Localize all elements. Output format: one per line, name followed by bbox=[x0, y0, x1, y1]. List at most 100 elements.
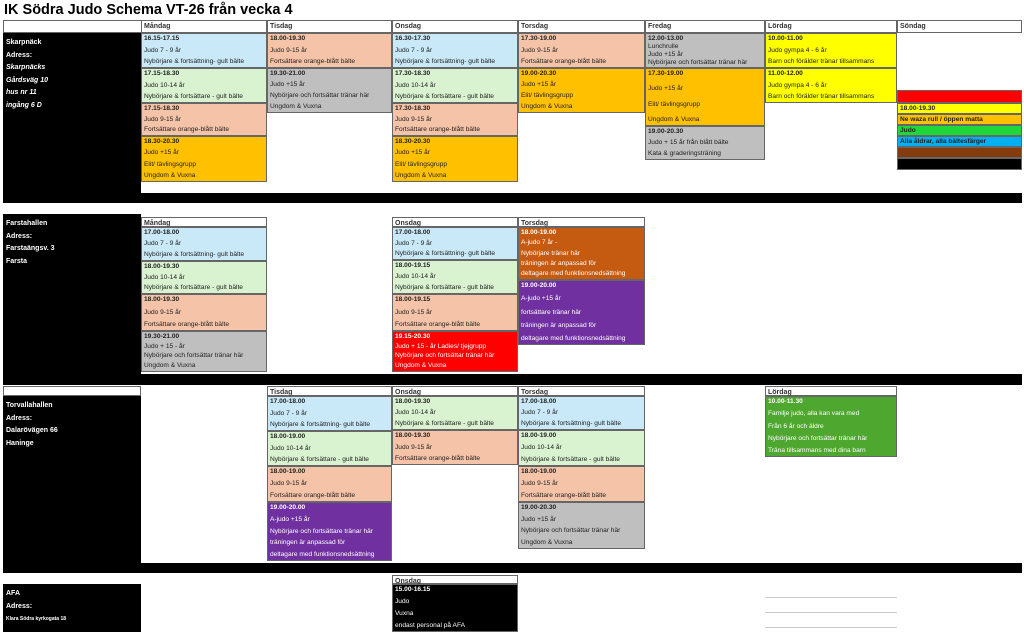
session-time: 18.00-19.15 bbox=[395, 262, 431, 269]
session-detail: Nybörjare och fortsättare tränar här bbox=[270, 527, 373, 535]
session-detail: Nybörjare & fortsättning- gult bälte bbox=[144, 58, 245, 65]
address-line: Klara Södra kyrkogata 18 bbox=[6, 616, 67, 622]
session-block[interactable]: Ne waza rull / öppen matta bbox=[897, 114, 1022, 125]
session-time: 18.00-19.00 bbox=[521, 229, 557, 236]
session-block[interactable]: 19.00-20.30 Judo +15 år Elit/ tävlingsgrup… bbox=[518, 68, 645, 113]
session-detail: A-judo +15 år bbox=[521, 295, 561, 303]
session-block[interactable]: 17.30-18.30 Judo 9-15 år Fortsättare orang… bbox=[392, 103, 518, 136]
session-block[interactable]: 18.00-19.00 A-judo 7 år - Nybörjare tränar… bbox=[518, 227, 645, 280]
session-block[interactable]: 15.00-16.15 Judo Vuxna endast personal på A… bbox=[392, 584, 518, 632]
session-block[interactable]: 19.00-20.30 Judo +15 år Nybörjare och fort… bbox=[518, 502, 645, 549]
session-detail: Judo 9-15 år bbox=[270, 46, 308, 54]
session-time: 17.30-18.30 bbox=[395, 70, 431, 77]
session-block[interactable]: 16.30-17.30 Judo 7 - 9 år Nybörjare & fort… bbox=[392, 33, 518, 68]
session-block[interactable]: 19.30-21.00 Judo +15 år Nybörjare och fort… bbox=[267, 68, 392, 113]
session-time: Judo bbox=[900, 126, 916, 134]
session-time: 12.00-13.00 bbox=[648, 35, 684, 42]
session-time: Alla åldrar, alla bältesfärger bbox=[900, 137, 987, 145]
session-detail: Ungdom & Vuxna bbox=[395, 171, 447, 179]
session-detail: Judo 7 - 9 år bbox=[144, 240, 182, 247]
session-detail: Ungdom & Vuxna bbox=[144, 361, 196, 369]
address-line: hus nr 11 bbox=[6, 89, 37, 96]
session-block[interactable]: 18.00-19.00 Judo 9-15 år Fortsättare orang… bbox=[267, 466, 392, 502]
session-block[interactable]: 17.00-18.00 Judo 7 - 9 år Nybörjare & fort… bbox=[267, 396, 392, 431]
session-block[interactable]: 18.00-19.15 Judo 9-15 år Fortsättare orang… bbox=[392, 294, 518, 331]
address-label: Adress: bbox=[6, 414, 33, 422]
session-detail: Judo +15 år bbox=[521, 515, 557, 523]
session-block[interactable]: 19.00-20.30 Judo + 15 år från blått bälte… bbox=[645, 126, 765, 160]
session-time: 17.30-19.00 bbox=[648, 70, 684, 77]
section-divider bbox=[3, 563, 1022, 573]
session-block[interactable]: 18.00-19.00 Judo 10-14 år Nybörjare & fort… bbox=[518, 430, 645, 466]
session-time: 17.00-18.00 bbox=[270, 398, 306, 405]
session-block[interactable]: 18.00-19.30 Judo 9-15 år Fortsättare orang… bbox=[141, 294, 267, 331]
session-detail: Ungdom & Vuxna bbox=[395, 361, 447, 369]
session-time: 18.00-19.30 bbox=[144, 296, 180, 303]
session-block[interactable]: 18.00-19.30 Judo 9-15 år Fortsättare orang… bbox=[392, 430, 518, 465]
session-block[interactable]: Judo bbox=[897, 125, 1022, 136]
session-detail: träningen är anpassad för bbox=[270, 539, 346, 547]
session-detail: Nybörjare och fortsättar tränar här bbox=[270, 92, 370, 99]
session-block[interactable]: 17.15-18.30 Judo 10-14 år Nybörjare & fort… bbox=[141, 68, 267, 103]
session-detail: endast personal på AFA bbox=[395, 622, 466, 629]
session-block[interactable]: 17.00-18.00 Judo 7 - 9 år Nybörjare & fort… bbox=[518, 396, 645, 430]
session-time: 19.00-20.00 bbox=[270, 504, 306, 511]
session-detail: Från 6 år och äldre bbox=[768, 422, 824, 430]
session-detail: Judo 9-15 år bbox=[395, 115, 433, 123]
day-header-tisdag: Tisdag bbox=[267, 386, 392, 396]
session-detail: Judo 7 - 9 år bbox=[521, 409, 559, 416]
session-block[interactable]: 19.00-20.00 A-judo +15 år fortsättare trän… bbox=[518, 280, 645, 345]
session-block[interactable]: 18.30-20.30 Judo +15 år Elit/ tävlingsgrup… bbox=[392, 136, 518, 182]
session-detail: Ungdom & Vuxna bbox=[144, 171, 196, 179]
session-block[interactable]: 12.00-13.00 Lunchrulle Judo +15 år Nybörjar… bbox=[645, 33, 765, 68]
session-time: 19.15-20.30 bbox=[395, 333, 431, 340]
session-detail: Judo +15 år bbox=[648, 51, 684, 58]
session-block[interactable]: 19.30-21.00 Judo + 15 - år Nybörjare och f… bbox=[141, 331, 267, 372]
session-detail: Judo 9-15 år bbox=[270, 480, 308, 487]
session-time: 19.30-21.00 bbox=[270, 70, 306, 77]
session-block[interactable]: 18.00-19.30 bbox=[897, 103, 1022, 114]
session-detail: Nybörjare & fortsättning- gult bälte bbox=[521, 420, 622, 427]
session-block[interactable]: 17.30-19.00 Judo +15 år Elit/ tävlingsgrup… bbox=[645, 68, 765, 126]
session-block[interactable]: 18.00-19.30 Judo 10-14 år Nybörjare & fort… bbox=[392, 396, 518, 430]
session-block[interactable] bbox=[897, 90, 1022, 103]
address-line: Skarpnäcks bbox=[6, 64, 46, 71]
session-time: 18.00-19.30 bbox=[395, 432, 431, 439]
session-time: 18.00-19.15 bbox=[395, 296, 431, 303]
session-block[interactable]: 17.15-18.30 Judo 9-15 år Fortsättare orang… bbox=[141, 103, 267, 136]
session-block[interactable]: 18.00-19.00 Judo 9-15 år Fortsättare orang… bbox=[518, 466, 645, 502]
session-detail: Barn och förälder tränar tillsammans bbox=[768, 58, 875, 65]
session-block[interactable]: 17.00-18.00 Judo 7 - 9 år Nybörjare & fort… bbox=[141, 227, 267, 261]
session-block[interactable]: 16.15-17.15 Judo 7 - 9 år Nybörjare & fort… bbox=[141, 33, 267, 68]
session-detail: Judo 7 - 9 år bbox=[395, 239, 433, 247]
day-header-lördag: Lördag bbox=[765, 20, 897, 33]
session-block[interactable]: 18.30-20.30 Judo +15 år Elit/ tävlingsgrup… bbox=[141, 136, 267, 182]
session-block[interactable] bbox=[897, 158, 1022, 170]
session-time: 17.00-18.00 bbox=[395, 229, 431, 236]
session-block[interactable]: 19.00-20.00 A-judo +15 år Nybörjare och fo… bbox=[267, 502, 392, 561]
session-block[interactable]: 17.30-19.00 Judo 9-15 år Fortsättare orang… bbox=[518, 33, 645, 68]
session-block[interactable]: 18.00-19.30 Judo 10-14 år Nybörjare & fort… bbox=[141, 261, 267, 294]
session-block[interactable]: 18.00-19.30 Judo 9-15 år Fortsättare orang… bbox=[267, 33, 392, 68]
session-detail: träningen är anpassad för bbox=[521, 259, 597, 267]
session-detail: Judo 10-14 år bbox=[395, 273, 436, 280]
session-block[interactable]: 10.00-11.30 Familje judo, alla kan vara m… bbox=[765, 396, 897, 457]
session-block[interactable]: 17.30-18.30 Judo 10-14 år Nybörjare & fort… bbox=[392, 68, 518, 103]
session-block[interactable]: 11.00-12.00 Judo gympa 4 - 6 år Barn och f… bbox=[765, 68, 897, 103]
session-block[interactable]: 18.00-19.00 Judo 10-14 år Nybörjare & fort… bbox=[267, 431, 392, 466]
session-detail: deltagare med funktionsnedsättning bbox=[270, 551, 375, 558]
session-detail: Barn och förälder tränar tillsammans bbox=[768, 93, 875, 100]
session-detail: Nybörjare & fortsättare - gult bälte bbox=[395, 420, 494, 427]
session-block[interactable]: 17.00-18.00 Judo 7 - 9 år Nybörjare & fort… bbox=[392, 227, 518, 260]
session-block[interactable]: Alla åldrar, alla bältesfärger bbox=[897, 136, 1022, 147]
session-block[interactable] bbox=[897, 147, 1022, 158]
session-time: 10.00-11.30 bbox=[768, 398, 803, 405]
session-detail: deltagare med funktionsnedsättning bbox=[521, 335, 626, 342]
session-detail: Ungdom & Vuxna bbox=[648, 115, 700, 123]
session-block[interactable]: 19.15-20.30 Judo + 15 - år Ladies/ tjejgr… bbox=[392, 331, 518, 372]
session-block[interactable]: 18.00-19.15 Judo 10-14 år Nybörjare & fort… bbox=[392, 260, 518, 294]
session-detail: Ungdom & Vuxna bbox=[521, 103, 573, 110]
address-line: Farstaängsv. 3 bbox=[6, 245, 55, 252]
session-block[interactable]: 10.00-11.00 Judo gympa 4 - 6 år Barn och f… bbox=[765, 33, 897, 68]
session-detail: Träna tillsammans med dina barn bbox=[768, 447, 866, 454]
